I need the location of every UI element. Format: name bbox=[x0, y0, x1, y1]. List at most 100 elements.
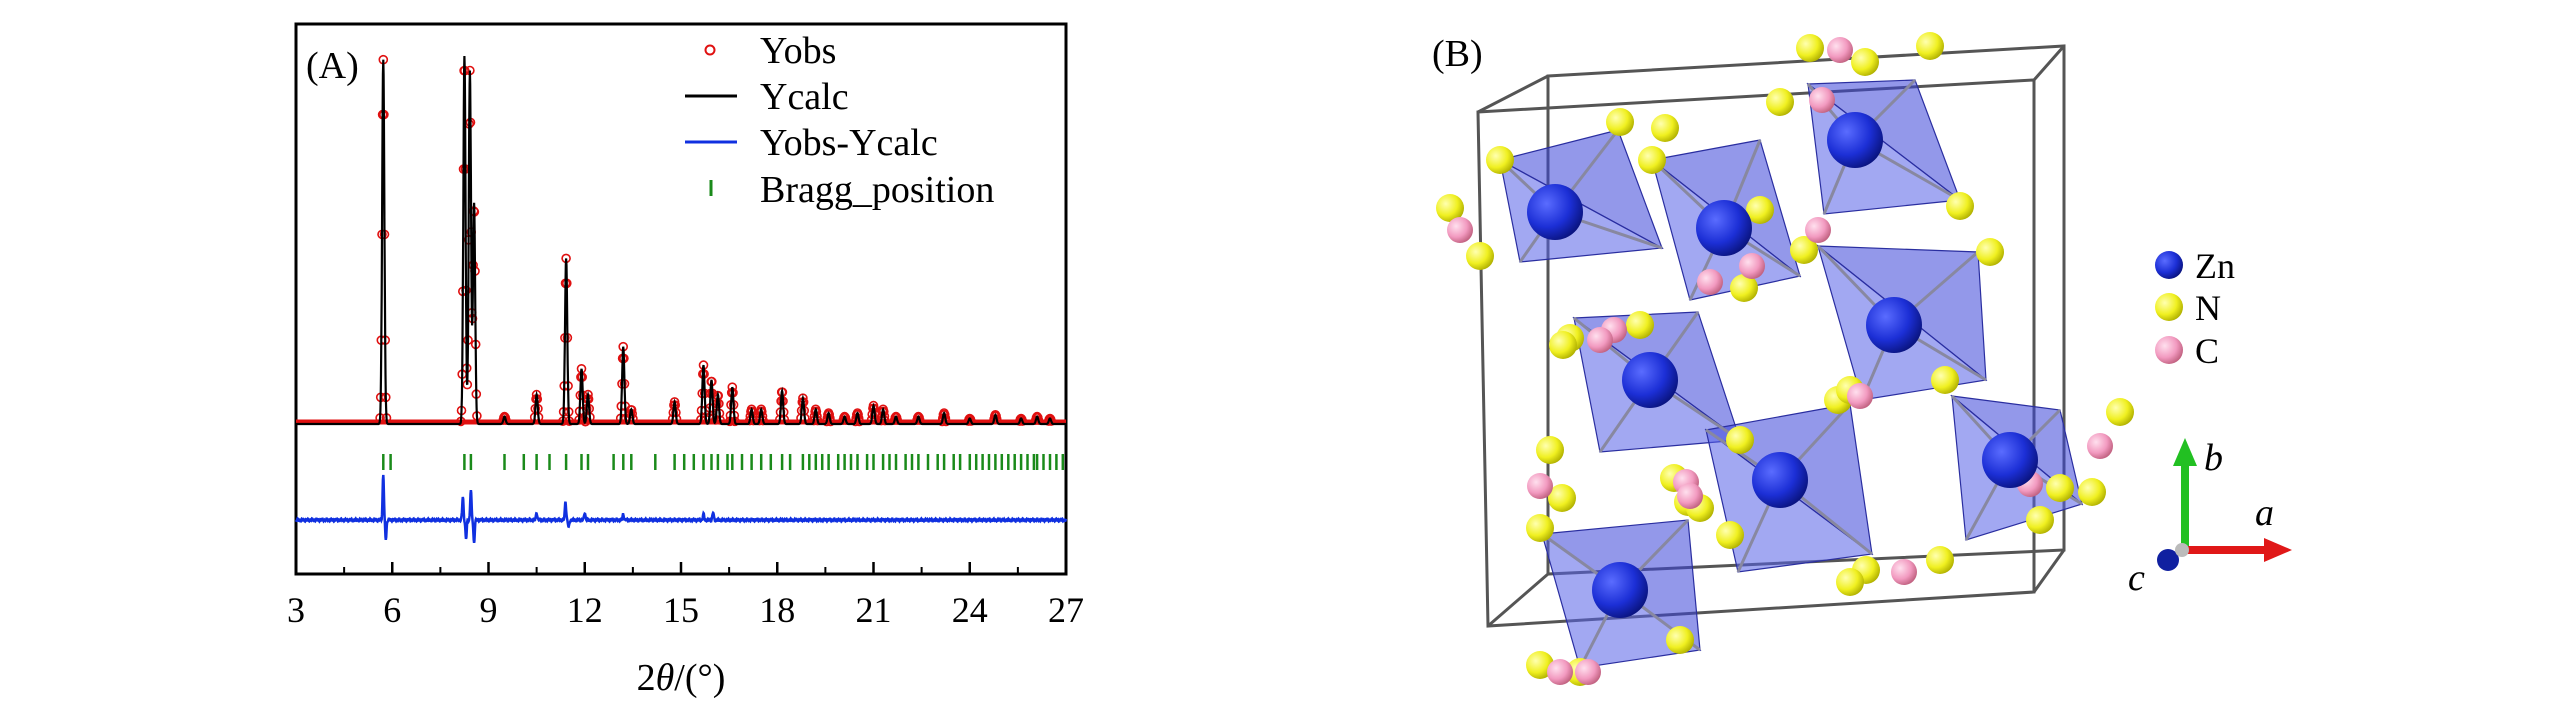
n-atom bbox=[1976, 238, 2004, 266]
zn-atom-icon bbox=[2155, 251, 2183, 279]
n-atom bbox=[1746, 196, 1774, 224]
x-tick-label: 15 bbox=[663, 590, 699, 630]
panel-a-label: (A) bbox=[306, 45, 359, 87]
plot-frame bbox=[294, 22, 1068, 576]
legend-difference-label: Yobs-Ycalc bbox=[760, 122, 938, 164]
yobs-point bbox=[1033, 415, 1044, 426]
zn-atom bbox=[1696, 200, 1752, 256]
zn-atom bbox=[1866, 297, 1922, 353]
legend: Yobs Ycalc Yobs-Ycalc Bragg_position bbox=[685, 30, 994, 211]
x-tick-label: 12 bbox=[567, 590, 603, 630]
crystal-axes: b a c bbox=[2128, 437, 2292, 599]
legend-ycalc-label: Ycalc bbox=[760, 76, 849, 118]
c-label: C bbox=[2195, 331, 2219, 371]
yobs-point bbox=[841, 415, 851, 426]
atom-legend: Zn N C bbox=[2155, 246, 2235, 371]
bragg-ticks bbox=[382, 454, 1065, 470]
c-atom bbox=[1847, 383, 1873, 409]
c-atom bbox=[1447, 217, 1473, 243]
atoms bbox=[1436, 32, 2134, 686]
n-atom bbox=[1486, 146, 1514, 174]
legend-yobs-marker bbox=[704, 44, 716, 56]
c-atom bbox=[1677, 483, 1703, 509]
n-atom bbox=[1651, 114, 1679, 142]
n-atom bbox=[1796, 34, 1824, 62]
ycalc-series bbox=[296, 55, 1066, 426]
yobs-point bbox=[914, 415, 925, 426]
n-atom bbox=[1916, 32, 1944, 60]
c-atom bbox=[1739, 253, 1765, 279]
n-atom bbox=[1638, 146, 1666, 174]
n-atom bbox=[1626, 311, 1654, 339]
n-label: N bbox=[2195, 288, 2221, 328]
n-atom bbox=[1851, 48, 1879, 76]
n-atom bbox=[1548, 484, 1576, 512]
panel-b: (B) Zn N C bbox=[1432, 32, 2292, 686]
x-tick-label: 3 bbox=[287, 590, 305, 630]
n-atom bbox=[1931, 366, 1959, 394]
c-axis-arrow bbox=[2157, 549, 2179, 571]
c-axis-label: c bbox=[2128, 557, 2145, 599]
legend-bragg-label: Bragg_position bbox=[760, 169, 994, 211]
panel-b-label: (B) bbox=[1432, 33, 1483, 75]
c-atom-icon bbox=[2155, 336, 2183, 364]
zn-atom bbox=[1752, 452, 1808, 508]
legend-entry-ycalc: Ycalc bbox=[685, 76, 849, 118]
yobs-point bbox=[892, 415, 903, 426]
b-axis-arrow-head bbox=[2173, 438, 2197, 466]
a-axis-label: a bbox=[2255, 492, 2274, 534]
zn-label: Zn bbox=[2195, 246, 2235, 286]
b-axis-label: b bbox=[2204, 437, 2223, 479]
zn-atom bbox=[1982, 432, 2038, 488]
n-atom bbox=[1926, 546, 1954, 574]
c-atom bbox=[1809, 87, 1835, 113]
c-atom bbox=[1827, 37, 1853, 63]
zn-atom bbox=[1527, 184, 1583, 240]
c-atom bbox=[2087, 433, 2113, 459]
difference-series bbox=[294, 474, 1068, 544]
n-atom bbox=[1666, 626, 1694, 654]
x-tick-label: 6 bbox=[383, 590, 401, 630]
legend-entry-c: C bbox=[2155, 331, 2219, 371]
n-atom bbox=[1716, 521, 1744, 549]
n-atom bbox=[1536, 436, 1564, 464]
n-atom bbox=[2046, 474, 2074, 502]
zn-atom bbox=[1592, 562, 1648, 618]
n-atom bbox=[1606, 108, 1634, 136]
c-atom bbox=[1527, 473, 1553, 499]
x-tick-label: 21 bbox=[856, 590, 892, 630]
n-atom bbox=[1436, 194, 1464, 222]
legend-entry-difference: Yobs-Ycalc bbox=[685, 122, 938, 164]
n-atom bbox=[1466, 242, 1494, 270]
c-atom bbox=[1547, 659, 1573, 685]
x-axis: 3 6 9 12 15 18 21 24 27 bbox=[287, 562, 1084, 630]
n-atom bbox=[2106, 398, 2134, 426]
c-atom bbox=[1805, 217, 1831, 243]
n-atom bbox=[1549, 331, 1577, 359]
yobs-point bbox=[966, 416, 976, 426]
yobs-point bbox=[1017, 416, 1028, 426]
n-atom bbox=[1946, 192, 1974, 220]
x-tick-label: 27 bbox=[1048, 590, 1084, 630]
legend-entry-bragg: Bragg_position bbox=[709, 169, 994, 211]
c-atom bbox=[1587, 327, 1613, 353]
n-atom bbox=[1730, 274, 1758, 302]
c-atom bbox=[1697, 269, 1723, 295]
legend-entry-yobs: Yobs bbox=[704, 30, 836, 72]
legend-entry-zn: Zn bbox=[2155, 246, 2235, 286]
n-atom bbox=[1836, 568, 1864, 596]
c-atom bbox=[1575, 659, 1601, 685]
n-atom bbox=[1766, 88, 1794, 116]
panel-a: (A) 3 6 9 12 15 18 21 24 27 2θ/(°) Yobs Ycalc Yo… bbox=[287, 22, 1084, 699]
yobs-series bbox=[296, 54, 1066, 427]
axis-origin bbox=[2175, 543, 2189, 557]
x-tick-label: 9 bbox=[480, 590, 498, 630]
legend-yobs-label: Yobs bbox=[760, 30, 836, 72]
n-atom bbox=[1726, 426, 1754, 454]
legend-entry-n: N bbox=[2155, 288, 2221, 328]
yobs-point bbox=[1046, 416, 1056, 426]
x-tick-label: 24 bbox=[952, 590, 988, 630]
c-atom bbox=[1891, 559, 1917, 585]
n-atom bbox=[1790, 236, 1818, 264]
zn-atom bbox=[1622, 352, 1678, 408]
